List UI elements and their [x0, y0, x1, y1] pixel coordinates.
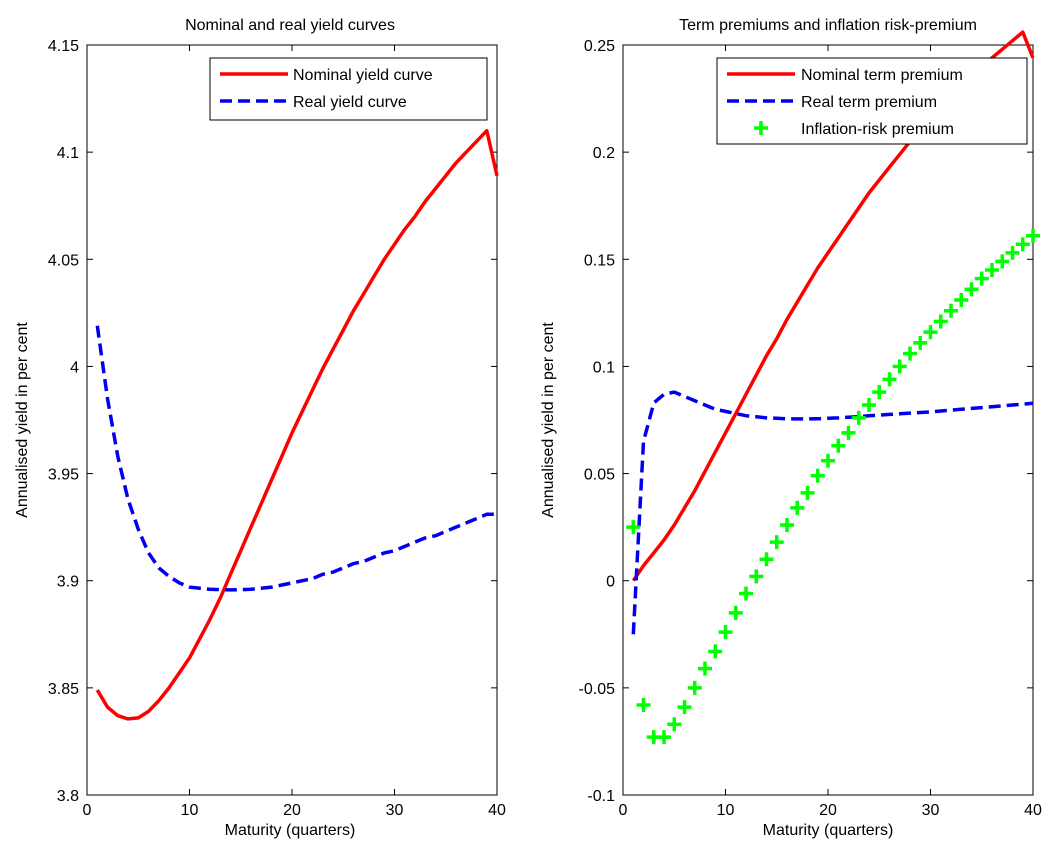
- right-series-layer: [626, 30, 1040, 745]
- right-legend-swatch-inflation: [754, 121, 768, 135]
- right-legend-label-real: Real term premium: [801, 94, 937, 111]
- right-series-inflation-risk-premium-marker: [739, 586, 753, 601]
- right-y-tick-label: 0.1: [593, 359, 615, 376]
- right-series-inflation-risk-premium-marker: [728, 605, 743, 620]
- left-y-axis-label: Annualised yield in per cent: [14, 322, 31, 518]
- right-y-tick-label: 0.2: [593, 145, 615, 162]
- right-series-inflation-risk-premium-marker: [862, 398, 876, 412]
- right-series-inflation-risk-premium-marker: [657, 730, 671, 745]
- right-series-inflation-risk-premium-marker: [995, 254, 1010, 269]
- right-x-ticks: 0 10 20 30 40: [619, 45, 1042, 819]
- left-series-nominal-yield-curve: [95, 128, 499, 721]
- right-series-inflation-risk-premium-marker: [677, 700, 692, 715]
- left-x-tick-label: 40: [488, 802, 506, 819]
- right-series-inflation-risk-premium-marker: [1026, 228, 1040, 243]
- right-series-inflation-risk-premium-marker: [636, 698, 651, 712]
- right-series-inflation-risk-premium-marker: [933, 314, 948, 329]
- left-x-tick-label: 30: [386, 802, 404, 819]
- right-series-inflation-risk-premium-marker: [800, 485, 815, 500]
- right-x-tick-label: 20: [819, 802, 837, 819]
- left-x-tick-label: 10: [181, 802, 199, 819]
- right-series-inflation-risk-premium-marker: [892, 359, 907, 374]
- right-y-tick-label: 0: [606, 574, 615, 591]
- right-series-inflation-risk-premium: [626, 228, 1040, 745]
- right-y-ticks: -0.1 -0.05 0 0.05 0.1 0.15 0.2 0.25: [579, 38, 1033, 805]
- left-y-tick-label: 4.15: [48, 38, 79, 55]
- right-series-inflation-risk-premium-marker: [974, 271, 989, 286]
- right-y-tick-label: 0.15: [584, 252, 615, 269]
- right-series-inflation-risk-premium-marker: [985, 263, 999, 277]
- left-legend: Nominal yield curve Real yield curve: [209, 57, 488, 121]
- left-x-tick-label: 20: [283, 802, 301, 819]
- left-y-tick-label: 4.1: [57, 145, 79, 162]
- left-x-ticks: 0 10 20 30 40: [83, 45, 506, 819]
- right-panel: Term premiums and inflation risk-premium…: [540, 17, 1042, 839]
- left-plot-frame: [86, 44, 498, 796]
- left-y-tick-label: 3.8: [57, 788, 79, 805]
- left-y-tick-label: 4.05: [48, 252, 79, 269]
- right-legend: Nominal term premium Real term premium I…: [716, 57, 1028, 145]
- left-x-axis-label: Maturity (quarters): [225, 822, 356, 839]
- right-series-inflation-risk-premium-marker: [841, 425, 856, 440]
- right-series-inflation-risk-premium-marker: [749, 569, 764, 584]
- right-x-axis-label: Maturity (quarters): [763, 822, 894, 839]
- right-chart-title: Term premiums and inflation risk-premium: [679, 17, 977, 34]
- right-y-tick-label: 0.05: [584, 467, 615, 484]
- left-y-tick-label: 3.85: [48, 681, 79, 698]
- right-y-tick-label: 0.25: [584, 38, 615, 55]
- right-series-inflation-risk-premium-marker: [687, 680, 702, 695]
- right-series-inflation-risk-premium-marker: [882, 372, 897, 387]
- left-legend-label-real: Real yield curve: [293, 94, 407, 111]
- right-series-inflation-risk-premium-marker: [759, 552, 774, 567]
- right-series-inflation-risk-premium-marker: [923, 325, 938, 340]
- right-series-inflation-risk-premium-marker: [1015, 237, 1030, 252]
- left-legend-box: [209, 57, 488, 121]
- right-series-inflation-risk-premium-marker: [769, 535, 784, 550]
- right-series-inflation-risk-premium-marker: [718, 625, 733, 640]
- right-x-tick-label: 30: [922, 802, 940, 819]
- right-series-inflation-risk-premium-marker: [913, 335, 928, 350]
- right-series-inflation-risk-premium-marker: [964, 282, 979, 297]
- right-series-inflation-risk-premium-marker: [626, 520, 641, 535]
- right-x-tick-label: 0: [619, 802, 628, 819]
- right-series-inflation-risk-premium-marker: [708, 644, 723, 659]
- right-x-tick-label: 40: [1024, 802, 1042, 819]
- right-series-inflation-risk-premium-marker: [851, 410, 866, 425]
- right-series-inflation-risk-premium-marker: [872, 385, 887, 400]
- left-series-layer: [95, 128, 499, 721]
- right-series-inflation-risk-premium-marker: [698, 661, 712, 676]
- right-y-tick-label: -0.1: [587, 788, 615, 805]
- right-series-inflation-risk-premium-marker: [831, 438, 846, 453]
- right-series-inflation-risk-premium-marker: [780, 518, 794, 532]
- right-series-inflation-risk-premium-marker: [903, 346, 917, 361]
- right-legend-label-inflation: Inflation-risk premium: [801, 121, 954, 138]
- right-series-real-term-premium: [631, 390, 1034, 635]
- left-series-real-yield-curve: [95, 325, 497, 592]
- right-y-tick-label: -0.05: [579, 681, 616, 698]
- right-legend-label-nominal: Nominal term premium: [801, 67, 963, 84]
- left-chart-title: Nominal and real yield curves: [185, 17, 395, 34]
- right-series-inflation-risk-premium-marker: [821, 453, 835, 468]
- right-y-axis-label: Annualised yield in per cent: [540, 322, 557, 518]
- left-x-tick-label: 0: [83, 802, 92, 819]
- left-panel: Nominal and real yield curves 3.8 3.85 3.9…: [14, 17, 506, 839]
- right-series-inflation-risk-premium-marker: [667, 717, 682, 732]
- right-x-tick-label: 10: [717, 802, 735, 819]
- right-series-inflation-risk-premium-marker: [1005, 245, 1020, 260]
- left-y-tick-label: 3.95: [48, 467, 79, 484]
- right-series-inflation-risk-premium-marker: [790, 500, 805, 515]
- left-legend-label-nominal: Nominal yield curve: [293, 67, 433, 84]
- right-series-inflation-risk-premium-marker: [944, 303, 958, 318]
- right-series-inflation-risk-premium-marker: [810, 468, 825, 483]
- left-y-tick-label: 3.9: [57, 574, 79, 591]
- left-y-ticks: 3.8 3.85 3.9 3.95 4 4.05 4.1 4.15: [48, 38, 497, 805]
- right-series-inflation-risk-premium-marker: [954, 293, 969, 307]
- left-y-tick-label: 4: [70, 359, 79, 376]
